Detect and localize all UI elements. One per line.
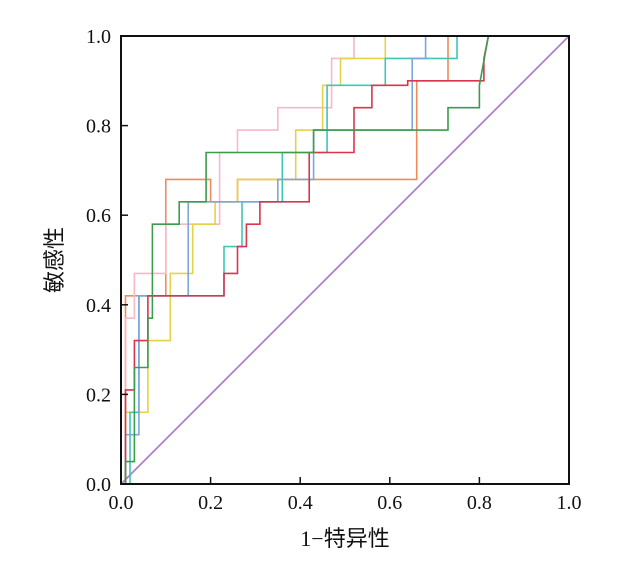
y-axis-title: 敏感性: [42, 227, 67, 293]
y-tick-label: 1.0: [86, 26, 111, 48]
x-tick-label: 0.0: [109, 492, 134, 514]
series-layer: [120, 35, 570, 485]
x-tick-label: 0.2: [198, 492, 223, 514]
x-tick-label: 1.0: [557, 492, 582, 514]
roc-curve-series-red: [121, 35, 490, 485]
x-axis-title: 1−特异性: [300, 526, 389, 551]
roc-curve-series-blue: [121, 35, 507, 485]
y-tick-label: 0.8: [86, 116, 111, 138]
y-tick-label: 0.6: [86, 205, 111, 227]
y-tick-label: 0.4: [86, 295, 111, 317]
y-tick-label: 0.0: [86, 474, 111, 496]
roc-curve-series-green: [121, 35, 490, 485]
roc-curve-reference: [120, 35, 570, 485]
ticks-layer: 0.0 0.2 0.4 0.6 0.8 1.0 0.0 0.2 0.4 0.6 0.8 1.0: [86, 26, 582, 514]
plot-frame: [120, 35, 570, 485]
roc-curve-series-teal: [121, 35, 489, 485]
roc-curve-series-orange: [121, 35, 489, 485]
x-tick-label: 0.4: [288, 492, 313, 514]
y-tick-label: 0.2: [86, 384, 111, 406]
x-tick-label: 0.6: [377, 492, 402, 514]
x-tick-label: 0.8: [467, 492, 492, 514]
roc-curve-series-yellow: [121, 35, 489, 485]
